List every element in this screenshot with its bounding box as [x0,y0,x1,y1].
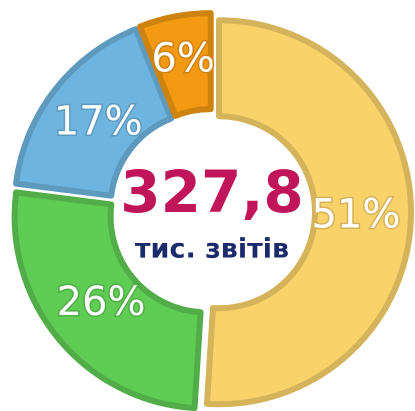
center-caption: тис. звітів [135,234,289,265]
donut-segment [11,189,204,411]
donut-segment [12,26,175,199]
value-label: 51% [311,192,400,238]
donut-segment [137,10,214,119]
center-value: 327,8 [120,158,303,226]
value-label: 26% [57,279,146,325]
value-label: 17% [54,99,143,145]
value-label: 6% [151,36,214,82]
donut-segment [203,17,414,408]
